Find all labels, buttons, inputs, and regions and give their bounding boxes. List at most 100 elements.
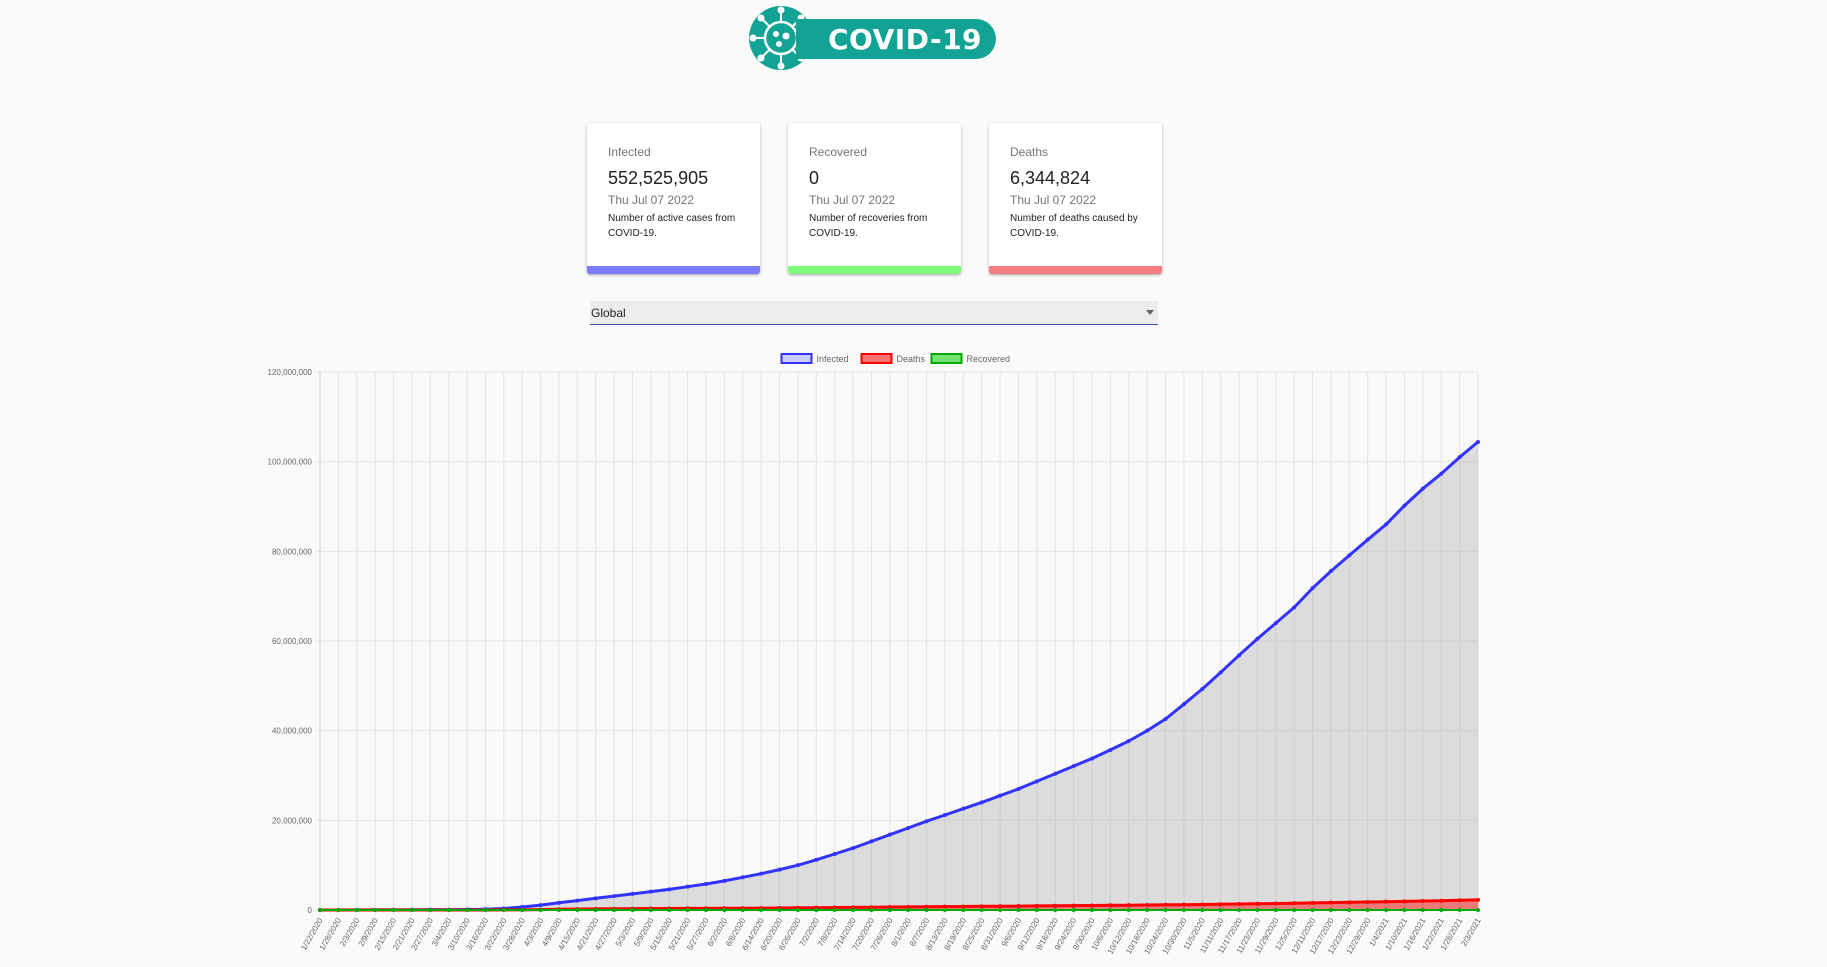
y-tick-label: 100,000,000 [268,458,313,467]
data-point-deaths [1126,903,1131,908]
card-date: Thu Jul 07 2022 [608,193,695,207]
data-point-infected [1420,486,1425,491]
data-point-deaths [1273,901,1278,906]
y-tick-label: 120,000,000 [268,368,313,377]
data-point-infected [1145,728,1150,733]
data-point-recovered [979,908,984,912]
data-point-infected [1200,686,1205,691]
data-point-infected [1476,439,1480,444]
country-select-value: Global [591,306,626,320]
series-area-deaths [320,899,1478,910]
data-point-deaths [1439,898,1444,903]
data-point-deaths [1163,902,1168,907]
data-point-recovered [924,908,929,912]
dropdown-arrow-icon [1146,310,1154,315]
data-point-infected [1439,471,1444,476]
data-point-infected [851,846,856,851]
data-point-deaths [1145,903,1150,908]
data-point-recovered [1328,908,1333,912]
legend-label-deaths: Deaths [897,354,926,364]
data-point-recovered [869,908,874,912]
recovered-color-bar [788,266,961,274]
data-point-recovered [1439,908,1444,912]
data-point-infected [998,793,1003,798]
data-point-infected [685,884,690,889]
data-point-deaths [1034,903,1039,908]
data-point-recovered [336,908,341,912]
legend-label-infected: Infected [817,354,849,364]
legend-label-recovered: Recovered [967,354,1011,364]
data-point-infected [1255,636,1260,641]
data-point-recovered [832,908,837,912]
data-point-recovered [1255,908,1260,912]
data-point-infected [759,871,764,876]
data-point-infected [1163,717,1168,722]
card-description: Number of recoveries from COVID-19. [809,213,928,239]
data-point-recovered [1273,908,1278,912]
data-point-recovered [1053,908,1058,912]
data-point-recovered [667,908,672,912]
country-select[interactable]: Global [590,301,1158,325]
data-point-recovered [685,908,690,912]
y-tick-label: 80,000,000 [272,547,313,556]
data-point-recovered [556,908,561,912]
data-point-infected [593,896,598,901]
data-point-infected [942,812,947,817]
data-point-infected [1181,702,1186,707]
data-point-infected [740,875,745,880]
data-point-deaths [1200,902,1205,907]
data-point-infected [979,800,984,805]
data-point-deaths [1476,897,1480,902]
data-point-deaths [1365,899,1370,904]
data-point-recovered [630,908,635,912]
data-point-recovered [1237,908,1242,912]
data-point-infected [630,891,635,896]
data-point-infected [1347,553,1352,558]
data-point-recovered [998,908,1003,912]
data-point-deaths [942,904,947,909]
data-point-infected [1328,569,1333,574]
data-point-infected [722,878,727,883]
y-tick-label: 20,000,000 [272,816,313,825]
data-point-deaths [1292,901,1297,906]
data-point-recovered [538,908,543,912]
infected-color-bar [587,266,760,274]
legend-swatch-deaths [860,353,893,364]
data-point-recovered [795,908,800,912]
data-point-deaths [1420,899,1425,904]
data-point-deaths [1328,900,1333,905]
data-point-infected [1457,455,1462,460]
data-point-recovered [465,908,470,912]
data-point-deaths [1255,901,1260,906]
data-point-infected [1237,653,1242,658]
data-point-infected [795,863,800,868]
data-point-recovered [446,908,451,912]
data-point-infected [1292,605,1297,610]
data-point-recovered [704,908,708,912]
data-point-recovered [593,908,598,912]
card-value: 0 [809,168,820,188]
data-point-recovered [1218,908,1223,912]
data-point-infected [1016,786,1021,791]
data-point-recovered [1420,908,1425,912]
data-point-recovered [1126,908,1131,912]
data-point-infected [1310,586,1315,591]
data-point-recovered [1402,908,1407,912]
data-point-recovered [520,908,525,912]
data-point-recovered [1292,908,1297,912]
data-point-deaths [1237,902,1242,907]
data-point-deaths [1457,898,1462,903]
y-tick-label: 0 [308,906,313,915]
data-point-recovered [759,908,764,912]
data-point-recovered [648,908,653,912]
card-date: Thu Jul 07 2022 [1010,193,1097,207]
data-point-recovered [887,908,892,912]
data-point-recovered [1365,908,1370,912]
data-point-deaths [1053,903,1058,908]
data-point-recovered [961,908,966,912]
series-area-infected [320,441,1478,910]
data-point-infected [777,867,782,872]
data-point-infected [1053,771,1058,776]
data-point-infected [704,881,708,886]
data-point-deaths [1402,899,1407,904]
